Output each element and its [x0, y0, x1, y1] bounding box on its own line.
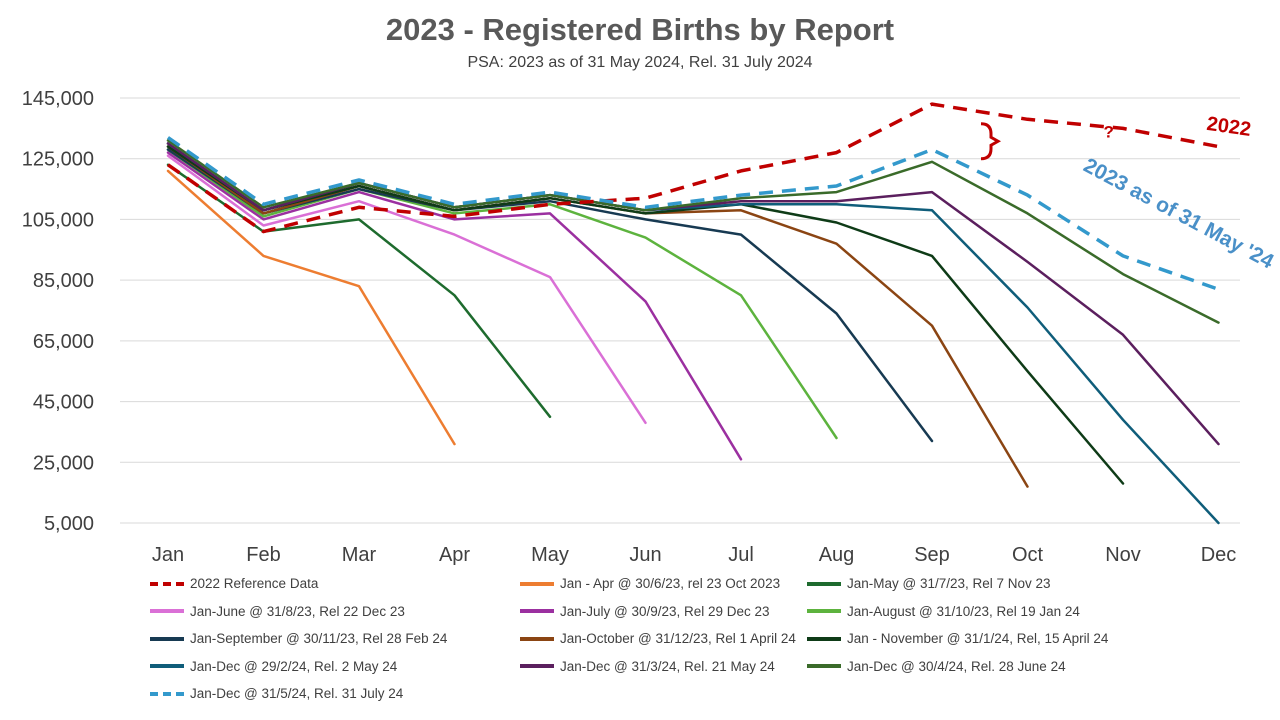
legend-swatch: [807, 609, 841, 613]
legend-item: Jan-Dec @ 31/3/24, Rel. 21 May 24: [520, 659, 775, 674]
y-tick-label: 85,000: [33, 270, 94, 292]
legend-swatch: [520, 581, 554, 586]
legend-label: Jan-Dec @ 31/5/24, Rel. 31 July 24: [190, 686, 404, 701]
legend-item: Jan-Dec @ 31/5/24, Rel. 31 July 24: [150, 686, 403, 701]
question-bracket: [980, 122, 1002, 161]
x-tick-label: Sep: [914, 544, 950, 566]
legend-swatch: [150, 609, 184, 613]
legend-item: Jan-August @ 31/10/23, Rel 19 Jan 24: [807, 604, 1080, 619]
series-line: [166, 102, 1219, 234]
x-tick-label: Jun: [629, 544, 661, 566]
legend-label: Jan-July @ 30/9/23, Rel 29 Dec 23: [560, 603, 770, 619]
legend-swatch: [520, 609, 554, 613]
series-line: [166, 148, 838, 440]
legend-label: 2022 Reference Data: [190, 576, 319, 591]
y-tick-label: 125,000: [22, 149, 94, 171]
x-tick-label: Jan: [152, 544, 184, 566]
series-line: [166, 169, 456, 446]
x-tick-label: Oct: [1012, 544, 1044, 566]
legend-label: Jan-September @ 30/11/23, Rel 28 Feb 24: [190, 631, 448, 646]
chart-annotation: ?: [1103, 122, 1113, 141]
x-tick-label: Mar: [342, 544, 377, 566]
legend-label: Jan-August @ 31/10/23, Rel 19 Jan 24: [847, 603, 1080, 619]
x-tick-label: Nov: [1105, 544, 1141, 566]
series-line: [166, 136, 1220, 291]
series-line: [166, 139, 1220, 324]
legend-swatch: [520, 636, 554, 641]
legend-swatch: [150, 581, 184, 586]
legend-label: Jan-Dec @ 30/4/24, Rel. 28 June 24: [847, 658, 1066, 674]
y-tick-label: 5,000: [44, 513, 94, 535]
legend-swatch: [150, 664, 184, 668]
legend-label: Jan-June @ 31/8/23, Rel 22 Dec 23: [190, 603, 405, 619]
legend-swatch: [807, 636, 841, 641]
legend-swatch: [520, 664, 554, 668]
legend-swatch: [807, 664, 841, 668]
legend-label: Jan-Dec @ 29/2/24, Rel. 2 May 24: [190, 658, 398, 674]
y-tick-label: 145,000: [22, 88, 94, 110]
legend-item: Jan-Dec @ 30/4/24, Rel. 28 June 24: [807, 659, 1066, 674]
legend-label: Jan-October @ 31/12/23, Rel 1 April 24: [560, 631, 796, 646]
legend-item: Jan - Apr @ 30/6/23, rel 23 Oct 2023: [520, 576, 780, 591]
y-tick-label: 65,000: [33, 331, 94, 353]
series-line: [166, 154, 647, 425]
legend-item: Jan-July @ 30/9/23, Rel 29 Dec 23: [520, 604, 770, 619]
legend-item: Jan-Dec @ 29/2/24, Rel. 2 May 24: [150, 659, 397, 674]
legend-swatch: [807, 581, 841, 586]
legend-item: Jan-May @ 31/7/23, Rel 7 Nov 23: [807, 576, 1051, 591]
chart-annotation: 2023 as of 31 May '24: [1080, 154, 1278, 274]
x-tick-label: Dec: [1201, 544, 1237, 566]
legend-swatch: [150, 636, 184, 641]
y-tick-label: 45,000: [33, 392, 94, 414]
x-tick-label: Apr: [439, 544, 470, 566]
legend-label: Jan-Dec @ 31/3/24, Rel. 21 May 24: [560, 658, 775, 674]
y-tick-label: 105,000: [22, 209, 94, 231]
x-tick-label: Aug: [819, 544, 855, 566]
series-line: [166, 142, 1220, 446]
chart-subtitle: PSA: 2023 as of 31 May 2024, Rel. 31 Jul…: [467, 54, 813, 71]
legend-item: Jan-October @ 31/12/23, Rel 1 April 24: [520, 631, 796, 646]
legend-item: Jan-September @ 30/11/23, Rel 28 Feb 24: [150, 631, 447, 646]
series-line: [166, 151, 743, 461]
legend-label: Jan-May @ 31/7/23, Rel 7 Nov 23: [847, 576, 1051, 591]
x-tick-label: Feb: [246, 544, 280, 566]
y-tick-label: 25,000: [33, 452, 94, 474]
legend-item: Jan - November @ 31/1/24, Rel, 15 April …: [807, 631, 1108, 646]
chart-annotation: 2022: [1205, 113, 1252, 141]
legend-item: 2022 Reference Data: [150, 576, 318, 591]
x-tick-label: May: [531, 544, 569, 566]
x-tick-label: Jul: [728, 544, 754, 566]
legend-label: Jan - Apr @ 30/6/23, rel 23 Oct 2023: [560, 576, 781, 591]
series-line: [166, 145, 1125, 485]
legend-swatch: [150, 691, 184, 696]
legend-label: Jan - November @ 31/1/24, Rel, 15 April …: [847, 631, 1109, 646]
legend-item: Jan-June @ 31/8/23, Rel 22 Dec 23: [150, 604, 405, 619]
chart-title: 2023 - Registered Births by Report: [385, 12, 895, 47]
